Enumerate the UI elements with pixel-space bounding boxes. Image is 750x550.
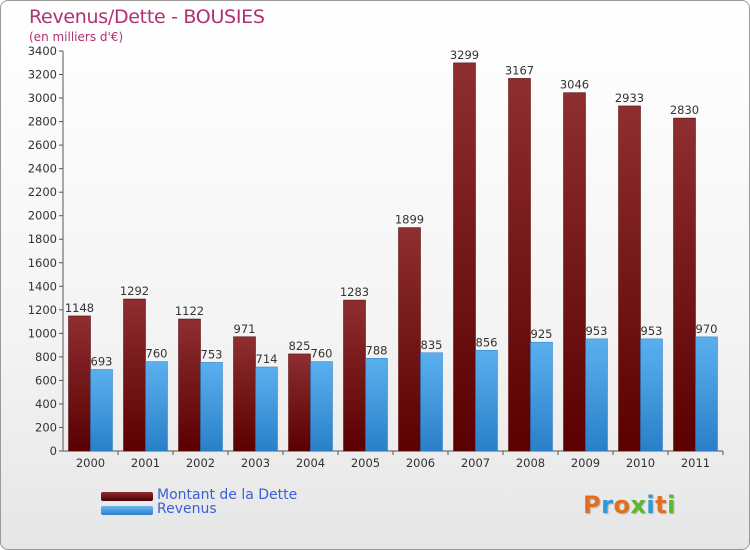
bar-revenus-2010 <box>640 338 663 452</box>
y-tick-label: 800 <box>35 350 57 364</box>
x-tick-label: 2007 <box>461 456 490 470</box>
chart-title: Revenus/Dette - BOUSIES <box>29 6 265 28</box>
data-label-dette-2000: 1148 <box>65 301 94 315</box>
y-tick-label: 3200 <box>28 68 57 82</box>
proxiti-logo: Proxiti <box>583 491 676 519</box>
y-tick-label: 3400 <box>28 44 57 58</box>
bar-revenus-2006 <box>420 352 443 452</box>
legend-label-debt: Montant de la Dette <box>157 487 298 503</box>
x-tick-label: 2010 <box>626 456 655 470</box>
data-labels-group: 1148693129276011227539717148257601283788… <box>65 48 718 369</box>
x-tick-label: 2009 <box>571 456 600 470</box>
x-tick-label: 2004 <box>296 456 325 470</box>
x-tick-label: 2008 <box>516 456 545 470</box>
data-label-revenus-2001: 760 <box>146 347 168 361</box>
legend-swatch-debt <box>101 492 153 501</box>
data-label-dette-2009: 3046 <box>560 78 589 92</box>
data-label-dette-2010: 2933 <box>615 91 644 105</box>
bar-dette-2001 <box>123 298 146 452</box>
bar-dette-2008 <box>508 78 531 452</box>
data-label-dette-2001: 1292 <box>120 284 149 298</box>
bars-group <box>68 62 718 452</box>
x-tick-label: 2001 <box>131 456 160 470</box>
bar-dette-2004 <box>288 353 311 452</box>
bar-dette-2010 <box>618 105 641 452</box>
bar-revenus-2002 <box>200 362 223 452</box>
bar-dette-2003 <box>233 336 256 452</box>
y-tick-label: 2000 <box>28 209 57 223</box>
bar-revenus-2008 <box>530 341 553 452</box>
y-tick-label: 1400 <box>28 279 57 293</box>
x-tick-label: 2002 <box>186 456 215 470</box>
bar-dette-2009 <box>563 92 586 452</box>
data-label-revenus-2002: 753 <box>201 347 223 361</box>
y-tick-label: 2600 <box>28 138 57 152</box>
bar-dette-2006 <box>398 227 421 452</box>
y-tick-label: 1800 <box>28 232 57 246</box>
x-tick-label: 2005 <box>351 456 380 470</box>
bar-dette-2002 <box>178 318 201 452</box>
bar-dette-2000 <box>68 315 91 452</box>
bar-dette-2005 <box>343 299 366 452</box>
data-label-dette-2008: 3167 <box>505 63 534 77</box>
logo-letter: i <box>646 491 656 519</box>
y-tick-label: 0 <box>50 444 57 458</box>
data-label-revenus-2005: 788 <box>366 343 388 357</box>
logo-letter: P <box>583 491 602 519</box>
data-label-revenus-2006: 835 <box>421 338 443 352</box>
data-label-dette-2011: 2830 <box>670 103 699 117</box>
bar-revenus-2005 <box>365 358 388 452</box>
x-tick-label: 2003 <box>241 456 270 470</box>
data-label-dette-2003: 971 <box>234 322 256 336</box>
y-tick-label: 2200 <box>28 185 57 199</box>
y-tick-label: 400 <box>35 397 57 411</box>
data-label-dette-2002: 1122 <box>175 304 204 318</box>
bar-revenus-2003 <box>255 366 278 452</box>
x-tick-label: 2006 <box>406 456 435 470</box>
logo-letter: i <box>667 491 676 519</box>
data-label-revenus-2010: 953 <box>641 324 663 338</box>
bar-revenus-2007 <box>475 350 498 452</box>
data-label-revenus-2008: 925 <box>531 327 553 341</box>
data-label-revenus-2003: 714 <box>256 352 278 366</box>
data-label-dette-2004: 825 <box>289 339 311 353</box>
data-label-revenus-2000: 693 <box>91 354 113 368</box>
bar-dette-2011 <box>673 117 696 452</box>
y-tick-label: 1600 <box>28 256 57 270</box>
data-label-revenus-2011: 970 <box>696 322 718 336</box>
legend-label-revenus: Revenus <box>157 501 217 517</box>
logo-letter: x <box>630 491 647 519</box>
axes: 0 200 400 600 800 1000 1200 1400 1600 1800 2000 220… <box>28 44 724 470</box>
logo-letter: o <box>613 491 631 519</box>
y-tick-label: 3000 <box>28 91 57 105</box>
data-label-dette-2005: 1283 <box>340 285 369 299</box>
x-tick-label: 2000 <box>76 456 105 470</box>
data-label-revenus-2004: 760 <box>311 347 333 361</box>
data-label-revenus-2009: 953 <box>586 324 608 338</box>
y-tick-label: 1000 <box>28 326 57 340</box>
data-label-dette-2007: 3299 <box>450 48 479 62</box>
y-tick-label: 1200 <box>28 303 57 317</box>
y-tick-label: 2400 <box>28 162 57 176</box>
logo-letter: t <box>655 491 668 519</box>
bar-revenus-2011 <box>695 336 718 452</box>
data-label-dette-2006: 1899 <box>395 213 424 227</box>
bar-revenus-2000 <box>90 369 113 452</box>
data-label-revenus-2007: 856 <box>476 335 498 349</box>
y-tick-label: 600 <box>35 373 57 387</box>
x-tick-label: 2011 <box>681 456 710 470</box>
chart-subtitle: (en milliers d'€) <box>29 30 124 44</box>
logo-letter: r <box>601 491 614 519</box>
legend-swatch-revenus <box>101 506 153 515</box>
bar-revenus-2009 <box>585 338 608 452</box>
bar-revenus-2004 <box>310 361 333 452</box>
bar-revenus-2001 <box>145 361 168 452</box>
y-tick-label: 200 <box>35 420 57 434</box>
bar-dette-2007 <box>453 62 476 452</box>
y-tick-label: 2800 <box>28 115 57 129</box>
